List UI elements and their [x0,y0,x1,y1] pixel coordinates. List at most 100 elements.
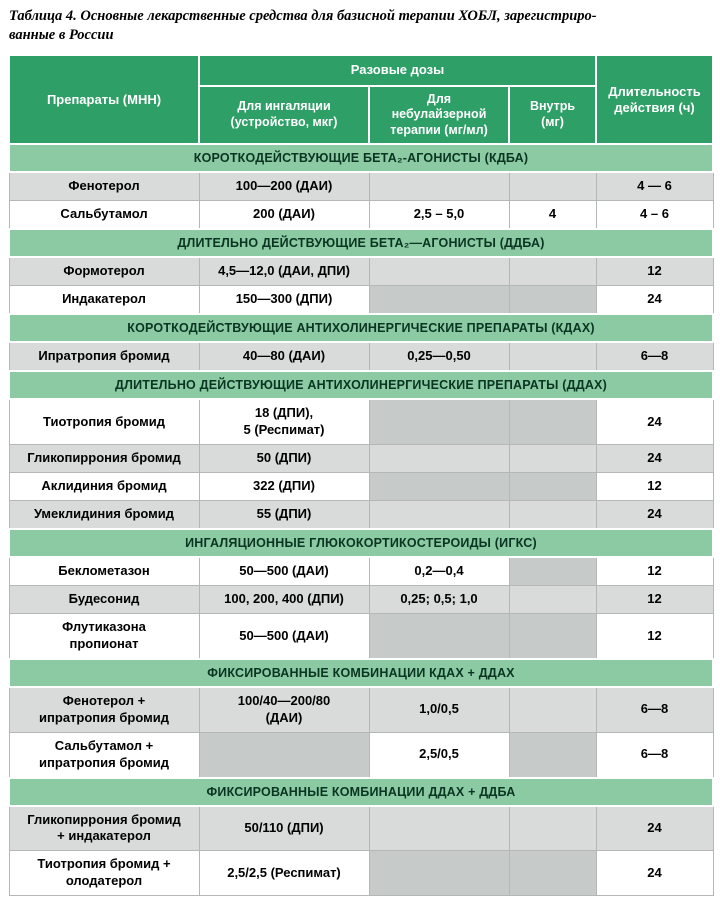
section-title: КОРОТКОДЕЙСТВУЮЩИЕ БЕТА₂-АГОНИСТЫ (КДБА) [8,143,714,174]
drug-name-cell: Сальбутамол [8,200,200,230]
nebulizer-dose-cell: 2,5/0,5 [368,731,510,779]
copd-drugs-table: Препараты (МНН) Разовые дозы Длительност… [8,54,714,897]
inhalation-dose-cell: 2,5/2,5 (Респимат) [198,850,370,897]
duration-cell: 6—8 [595,686,714,733]
duration-cell: 12 [595,256,714,287]
table-header: Препараты (МНН) Разовые дозы Длительност… [8,54,714,146]
nebulizer-dose-cell: 0,2—0,4 [368,556,510,587]
drug-name-cell: Сальбутамол + ипратропия бромид [8,731,200,779]
oral-dose-cell [508,585,597,615]
inhalation-dose-cell: 100—200 (ДАИ) [198,171,370,202]
oral-dose-cell [508,341,597,372]
section-title: ДЛИТЕЛЬНО ДЕЙСТВУЮЩИЕ АНТИХОЛИНЕРГИЧЕСКИ… [8,370,714,401]
oral-dose-cell [508,613,597,660]
table-row: Ипратропия бромид 40—80 (ДАИ) 0,25—0,50 … [8,341,714,372]
duration-cell: 4 – 6 [595,200,714,230]
drug-name-cell: Беклометазон [8,556,200,587]
inhalation-dose-cell: 55 (ДПИ) [198,500,370,530]
duration-cell: 24 [595,444,714,474]
oral-dose-cell [508,256,597,287]
section-band: КОРОТКОДЕЙСТВУЮЩИЕ АНТИХОЛИНЕРГИЧЕСКИЕ П… [8,313,714,344]
oral-dose-cell [508,731,597,779]
inhalation-dose-cell: 40—80 (ДАИ) [198,341,370,372]
nebulizer-dose-cell: 0,25; 0,5; 1,0 [368,585,510,615]
drug-name-cell: Умеклидиния бромид [8,500,200,530]
nebulizer-dose-cell [368,500,510,530]
drug-name-cell: Гликопиррония бромид + индакатерол [8,804,200,852]
section-band: ДЛИТЕЛЬНО ДЕЙСТВУЮЩИЕ АНТИХОЛИНЕРГИЧЕСКИ… [8,370,714,401]
col-header-duration: Длительность действия (ч) [595,54,714,146]
inhalation-dose-cell: 50/110 (ДПИ) [198,804,370,852]
drug-name-cell: Тиотропия бромид + олодатерол [8,850,200,897]
table-row: Индакатерол 150—300 (ДПИ) 24 [8,285,714,315]
header-row-sub: Для ингаляции (устройство, мкг) Для небу… [9,84,713,146]
table-row: Гликопиррония бромид 50 (ДПИ) 24 [8,444,714,474]
duration-cell: 24 [595,398,714,446]
duration-cell: 12 [595,613,714,660]
oral-dose-cell [508,285,597,315]
col-header-oral: Внутрь (мг) [508,84,597,146]
drug-name-cell: Формотерол [8,256,200,287]
table-row: Будесонид 100, 200, 400 (ДПИ) 0,25; 0,5;… [8,585,714,615]
table-row: Гликопиррония бромид + индакатерол 50/11… [8,804,714,852]
inhalation-dose-cell [198,731,370,779]
duration-cell: 6—8 [595,731,714,779]
duration-cell: 4 — 6 [595,171,714,202]
col-header-nebulizer: Для небулайзерной терапии (мг/мл) [368,84,510,146]
nebulizer-dose-cell [368,444,510,474]
nebulizer-dose-cell: 1,0/0,5 [368,686,510,733]
drug-name-cell: Аклидиния бромид [8,472,200,502]
drug-name-cell: Фенотерол + ипратропия бромид [8,686,200,733]
duration-cell: 12 [595,556,714,587]
table-row: Формотерол 4,5—12,0 (ДАИ, ДПИ) 12 [8,256,714,287]
inhalation-dose-cell: 4,5—12,0 (ДАИ, ДПИ) [198,256,370,287]
oral-dose-cell [508,171,597,202]
table-row: Сальбутамол + ипратропия бромид 2,5/0,5 … [8,731,714,779]
header-row-top: Препараты (МНН) Разовые дозы Длительност… [8,54,714,146]
section-title: ФИКСИРОВАННЫЕ КОМБИНАЦИИ ДДАХ + ДДБА [8,776,714,807]
table-row: Умеклидиния бромид 55 (ДПИ) 24 [8,500,714,530]
oral-dose-cell [508,500,597,530]
col-header-drugs: Препараты (МНН) [8,54,200,146]
table-row: Беклометазон 50—500 (ДАИ) 0,2—0,4 12 [8,556,714,587]
nebulizer-dose-cell [368,804,510,852]
nebulizer-dose-cell [368,472,510,502]
table-row: Тиотропия бромид + олодатерол 2,5/2,5 (Р… [8,850,714,897]
section-title: ИНГАЛЯЦИОННЫЕ ГЛЮКОКОРТИКОСТЕРОИДЫ (ИГКС… [8,528,714,559]
duration-cell: 24 [595,500,714,530]
inhalation-dose-cell: 150—300 (ДПИ) [198,285,370,315]
inhalation-dose-cell: 50 (ДПИ) [198,444,370,474]
inhalation-dose-cell: 100, 200, 400 (ДПИ) [198,585,370,615]
nebulizer-dose-cell [368,398,510,446]
duration-cell: 12 [595,585,714,615]
table-caption: Таблица 4. Основные лекарственные средст… [9,8,597,44]
table-row: Фенотерол 100—200 (ДАИ) 4 — 6 [8,171,714,202]
table-row: Тиотропия бромид 18 (ДПИ), 5 (Респимат) … [8,398,714,446]
col-header-single-doses: Разовые дозы [198,54,597,87]
section-band: ДЛИТЕЛЬНО ДЕЙСТВУЮЩИЕ БЕТА₂—АГОНИСТЫ (ДД… [8,228,714,259]
duration-cell: 6—8 [595,341,714,372]
oral-dose-cell [508,850,597,897]
nebulizer-dose-cell: 0,25—0,50 [368,341,510,372]
table-row: Фенотерол + ипратропия бромид 100/40—200… [8,686,714,733]
oral-dose-cell: 4 [508,200,597,230]
inhalation-dose-cell: 18 (ДПИ), 5 (Респимат) [198,398,370,446]
duration-cell: 24 [595,804,714,852]
drug-name-cell: Индакатерол [8,285,200,315]
col-header-inhalation: Для ингаляции (устройство, мкг) [198,84,370,146]
table-row: Аклидиния бромид 322 (ДПИ) 12 [8,472,714,502]
duration-cell: 12 [595,472,714,502]
nebulizer-dose-cell [368,256,510,287]
duration-cell: 24 [595,285,714,315]
nebulizer-dose-cell [368,171,510,202]
section-band: ФИКСИРОВАННЫЕ КОМБИНАЦИИ КДАХ + ДДАХ [8,657,714,688]
inhalation-dose-cell: 50—500 (ДАИ) [198,613,370,660]
oral-dose-cell [508,444,597,474]
inhalation-dose-cell: 50—500 (ДАИ) [198,556,370,587]
drug-name-cell: Тиотропия бромид [8,398,200,446]
nebulizer-dose-cell [368,613,510,660]
section-band: ИНГАЛЯЦИОННЫЕ ГЛЮКОКОРТИКОСТЕРОИДЫ (ИГКС… [8,528,714,559]
section-band: КОРОТКОДЕЙСТВУЮЩИЕ БЕТА₂-АГОНИСТЫ (КДБА) [8,143,714,174]
section-title: КОРОТКОДЕЙСТВУЮЩИЕ АНТИХОЛИНЕРГИЧЕСКИЕ П… [8,313,714,344]
